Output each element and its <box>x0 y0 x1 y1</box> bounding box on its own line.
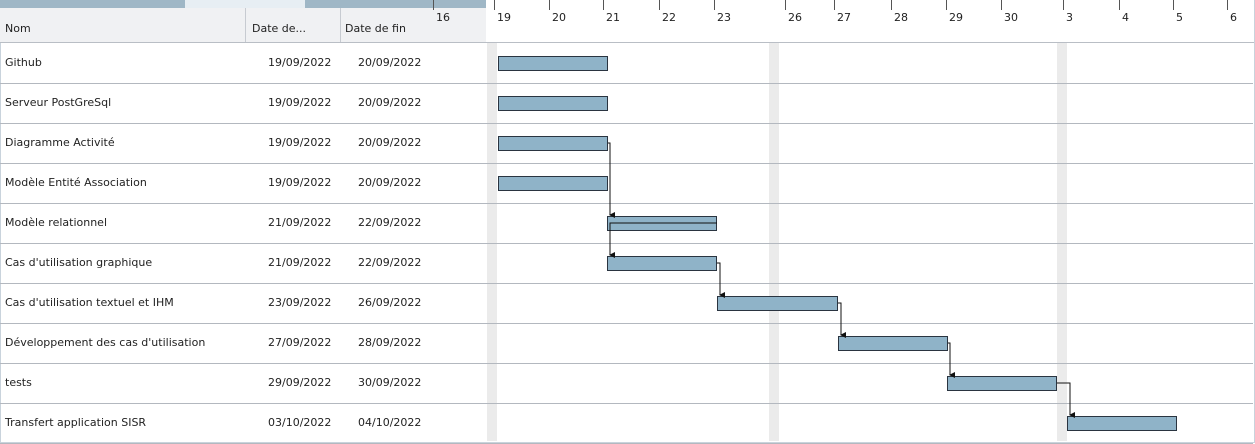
task-end-date[interactable]: 20/09/2022 <box>358 176 422 189</box>
timeline-date-label: 4 <box>1122 11 1129 24</box>
timeline-date-label: 19 <box>497 11 511 24</box>
column-header-end-date[interactable]: Date de fin <box>345 22 406 35</box>
header-decoration <box>185 0 305 8</box>
task-name[interactable]: Transfert application SISR <box>5 416 147 429</box>
task-bar[interactable] <box>607 256 717 271</box>
row-divider <box>0 363 1253 364</box>
column-separator[interactable] <box>340 8 341 42</box>
timeline-tick <box>785 0 786 10</box>
timeline-date-label: 5 <box>1176 11 1183 24</box>
task-name[interactable]: Github <box>5 56 42 69</box>
row-divider <box>0 163 1253 164</box>
timeline-tick <box>494 0 495 10</box>
task-bar[interactable] <box>498 56 608 71</box>
timeline-tick <box>603 0 604 10</box>
task-end-date[interactable]: 20/09/2022 <box>358 136 422 149</box>
timeline-date-label: 21 <box>606 11 620 24</box>
task-bar[interactable] <box>498 96 608 111</box>
task-bar[interactable] <box>1067 416 1177 431</box>
task-start-date[interactable]: 19/09/2022 <box>268 56 332 69</box>
row-divider <box>0 123 1253 124</box>
task-name[interactable]: Modèle Entité Association <box>5 176 147 189</box>
timeline-date-label: 30 <box>1004 11 1018 24</box>
timeline-date-label: 28 <box>894 11 908 24</box>
row-divider <box>0 403 1253 404</box>
timeline-tick <box>1227 0 1228 10</box>
task-end-date[interactable]: 26/09/2022 <box>358 296 422 309</box>
column-separator[interactable] <box>245 8 246 42</box>
timeline-date-label: 29 <box>949 11 963 24</box>
task-end-date[interactable]: 04/10/2022 <box>358 416 422 429</box>
row-divider <box>0 83 1253 84</box>
weekend-band <box>1057 43 1067 441</box>
task-start-date[interactable]: 21/09/2022 <box>268 256 332 269</box>
timeline-date-label: 3 <box>1066 11 1073 24</box>
timeline-tick <box>891 0 892 10</box>
task-bar[interactable] <box>947 376 1057 391</box>
task-start-date[interactable]: 19/09/2022 <box>268 136 332 149</box>
timeline-tick <box>549 0 550 10</box>
timeline-tick <box>714 0 715 10</box>
timeline-date-label: 6 <box>1230 11 1237 24</box>
timeline-date-label: 26 <box>788 11 802 24</box>
task-name[interactable]: Diagramme Activité <box>5 136 115 149</box>
timeline-date-label: 27 <box>837 11 851 24</box>
timeline-tick <box>1173 0 1174 10</box>
task-start-date[interactable]: 27/09/2022 <box>268 336 332 349</box>
task-start-date[interactable]: 29/09/2022 <box>268 376 332 389</box>
table-header: Nom Date de... Date de fin <box>0 0 486 43</box>
row-divider <box>0 323 1253 324</box>
task-start-date[interactable]: 21/09/2022 <box>268 216 332 229</box>
task-bar[interactable] <box>498 176 608 191</box>
task-end-date[interactable]: 30/09/2022 <box>358 376 422 389</box>
task-bar[interactable] <box>607 216 717 231</box>
task-end-date[interactable]: 22/09/2022 <box>358 256 422 269</box>
task-end-date[interactable]: 20/09/2022 <box>358 96 422 109</box>
timeline-tick <box>433 0 434 10</box>
task-end-date[interactable]: 28/09/2022 <box>358 336 422 349</box>
weekend-band <box>487 43 497 441</box>
timeline-tick <box>1119 0 1120 10</box>
column-header-start-date[interactable]: Date de... <box>252 22 307 35</box>
timeline-date-label: 16 <box>436 11 450 24</box>
timeline-tick <box>834 0 835 10</box>
task-start-date[interactable]: 23/09/2022 <box>268 296 332 309</box>
timeline-tick <box>946 0 947 10</box>
task-name[interactable]: tests <box>5 376 32 389</box>
timeline-tick <box>659 0 660 10</box>
task-end-date[interactable]: 22/09/2022 <box>358 216 422 229</box>
row-divider <box>0 243 1253 244</box>
task-name[interactable]: Cas d'utilisation graphique <box>5 256 153 269</box>
timeline-tick <box>1063 0 1064 10</box>
task-start-date[interactable]: 19/09/2022 <box>268 176 332 189</box>
timeline-date-label: 20 <box>552 11 566 24</box>
timeline-date-label: 23 <box>717 11 731 24</box>
task-name[interactable]: Serveur PostGreSql <box>5 96 112 109</box>
task-end-date[interactable]: 20/09/2022 <box>358 56 422 69</box>
task-name[interactable]: Modèle relationnel <box>5 216 108 229</box>
task-bar[interactable] <box>498 136 608 151</box>
task-start-date[interactable]: 03/10/2022 <box>268 416 332 429</box>
column-header-name[interactable]: Nom <box>5 22 31 35</box>
row-divider <box>0 203 1253 204</box>
task-name[interactable]: Développement des cas d'utilisation <box>5 336 206 349</box>
timeline-tick <box>1001 0 1002 10</box>
weekend-band <box>769 43 779 441</box>
task-start-date[interactable]: 19/09/2022 <box>268 96 332 109</box>
task-bar[interactable] <box>717 296 838 311</box>
timeline-date-label: 22 <box>662 11 676 24</box>
task-bar[interactable] <box>838 336 948 351</box>
task-name[interactable]: Cas d'utilisation textuel et IHM <box>5 296 174 309</box>
row-divider <box>0 283 1253 284</box>
timeline-header <box>486 0 1254 43</box>
